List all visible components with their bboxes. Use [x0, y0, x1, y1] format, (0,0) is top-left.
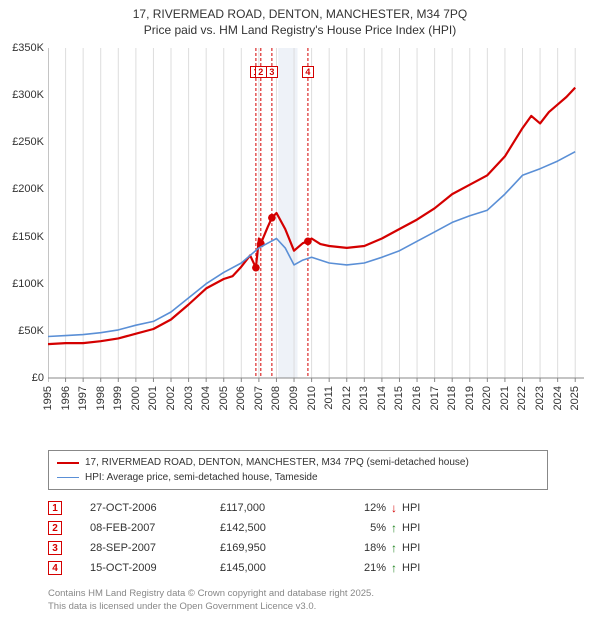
xtick-label: 1996 — [60, 386, 72, 410]
ytick-label: £350K — [12, 42, 44, 54]
legend-swatch — [57, 462, 79, 464]
xtick-label: 1995 — [42, 386, 54, 410]
xtick-label: 2021 — [499, 386, 511, 410]
xtick-label: 1997 — [77, 386, 89, 410]
xtick-label: 2008 — [270, 386, 282, 410]
legend: 17, RIVERMEAD ROAD, DENTON, MANCHESTER, … — [48, 450, 548, 490]
transaction-marker: 4 — [48, 561, 62, 575]
transaction-vs-label: HPI — [402, 502, 432, 514]
xtick-label: 2015 — [393, 386, 405, 410]
ytick-label: £300K — [12, 89, 44, 101]
xtick-label: 2018 — [446, 386, 458, 410]
transaction-price: £169,950 — [220, 542, 350, 554]
xtick-label: 2016 — [411, 386, 423, 410]
transaction-pct: 5% — [350, 522, 386, 534]
xtick-label: 1998 — [95, 386, 107, 410]
transaction-price: £142,500 — [220, 522, 350, 534]
transactions-table: 127-OCT-2006£117,00012%↓HPI208-FEB-2007£… — [48, 498, 432, 578]
xtick-label: 2014 — [376, 386, 388, 410]
xtick-label: 2009 — [288, 386, 300, 410]
xtick-label: 2022 — [516, 386, 528, 410]
footer-attribution: Contains HM Land Registry data © Crown c… — [48, 588, 374, 614]
transaction-row: 1 27-OCT-2006£117,00012%↓HPI — [48, 498, 432, 518]
xtick-label: 2019 — [464, 386, 476, 410]
xtick-label: 2025 — [569, 386, 581, 410]
arrow-down-icon: ↓ — [386, 501, 402, 515]
transaction-pct: 21% — [350, 562, 386, 574]
legend-swatch — [57, 477, 79, 478]
chart-title-block: 17, RIVERMEAD ROAD, DENTON, MANCHESTER, … — [0, 0, 600, 38]
xtick-label: 2005 — [218, 386, 230, 410]
xtick-label: 2013 — [358, 386, 370, 410]
transaction-marker: 2 — [48, 521, 62, 535]
event-marker-label: 3 — [266, 66, 278, 78]
transaction-row: 3 28-SEP-2007£169,95018%↑HPI — [48, 538, 432, 558]
transaction-vs-label: HPI — [402, 562, 432, 574]
legend-item: HPI: Average price, semi-detached house,… — [57, 470, 539, 485]
ytick-label: £0 — [32, 372, 44, 384]
ytick-label: £50K — [18, 325, 44, 337]
transaction-row: 4 15-OCT-2009£145,00021%↑HPI — [48, 558, 432, 578]
chart-area — [48, 48, 584, 408]
xtick-label: 2023 — [534, 386, 546, 410]
transaction-date: 08-FEB-2007 — [90, 522, 220, 534]
footer-line2: This data is licensed under the Open Gov… — [48, 601, 374, 614]
xtick-label: 2000 — [130, 386, 142, 410]
transaction-date: 28-SEP-2007 — [90, 542, 220, 554]
xtick-label: 2007 — [253, 386, 265, 410]
xtick-label: 2017 — [429, 386, 441, 410]
xtick-label: 2006 — [235, 386, 247, 410]
transaction-row: 2 08-FEB-2007£142,5005%↑HPI — [48, 518, 432, 538]
transaction-vs-label: HPI — [402, 522, 432, 534]
legend-label: 17, RIVERMEAD ROAD, DENTON, MANCHESTER, … — [85, 455, 469, 470]
transaction-date: 27-OCT-2006 — [90, 502, 220, 514]
ytick-label: £250K — [12, 136, 44, 148]
arrow-up-icon: ↑ — [386, 541, 402, 555]
transaction-date: 15-OCT-2009 — [90, 562, 220, 574]
transaction-price: £145,000 — [220, 562, 350, 574]
footer-line1: Contains HM Land Registry data © Crown c… — [48, 588, 374, 601]
xtick-label: 2002 — [165, 386, 177, 410]
xtick-label: 2004 — [200, 386, 212, 410]
chart-title-line2: Price paid vs. HM Land Registry's House … — [0, 22, 600, 38]
transaction-vs-label: HPI — [402, 542, 432, 554]
xtick-label: 2012 — [341, 386, 353, 410]
transaction-pct: 18% — [350, 542, 386, 554]
chart-svg — [48, 48, 584, 408]
xtick-label: 2011 — [323, 386, 335, 410]
legend-label: HPI: Average price, semi-detached house,… — [85, 470, 318, 485]
legend-item: 17, RIVERMEAD ROAD, DENTON, MANCHESTER, … — [57, 455, 539, 470]
xtick-label: 2003 — [183, 386, 195, 410]
xtick-label: 2001 — [147, 386, 159, 410]
transaction-marker: 3 — [48, 541, 62, 555]
ytick-label: £150K — [12, 231, 44, 243]
xtick-label: 1999 — [112, 386, 124, 410]
xtick-label: 2020 — [481, 386, 493, 410]
transaction-marker: 1 — [48, 501, 62, 515]
ytick-label: £200K — [12, 183, 44, 195]
transaction-pct: 12% — [350, 502, 386, 514]
event-marker-label: 4 — [302, 66, 314, 78]
ytick-label: £100K — [12, 278, 44, 290]
arrow-up-icon: ↑ — [386, 521, 402, 535]
arrow-up-icon: ↑ — [386, 561, 402, 575]
chart-title-line1: 17, RIVERMEAD ROAD, DENTON, MANCHESTER, … — [0, 6, 600, 22]
xtick-label: 2024 — [552, 386, 564, 410]
xtick-label: 2010 — [306, 386, 318, 410]
transaction-price: £117,000 — [220, 502, 350, 514]
